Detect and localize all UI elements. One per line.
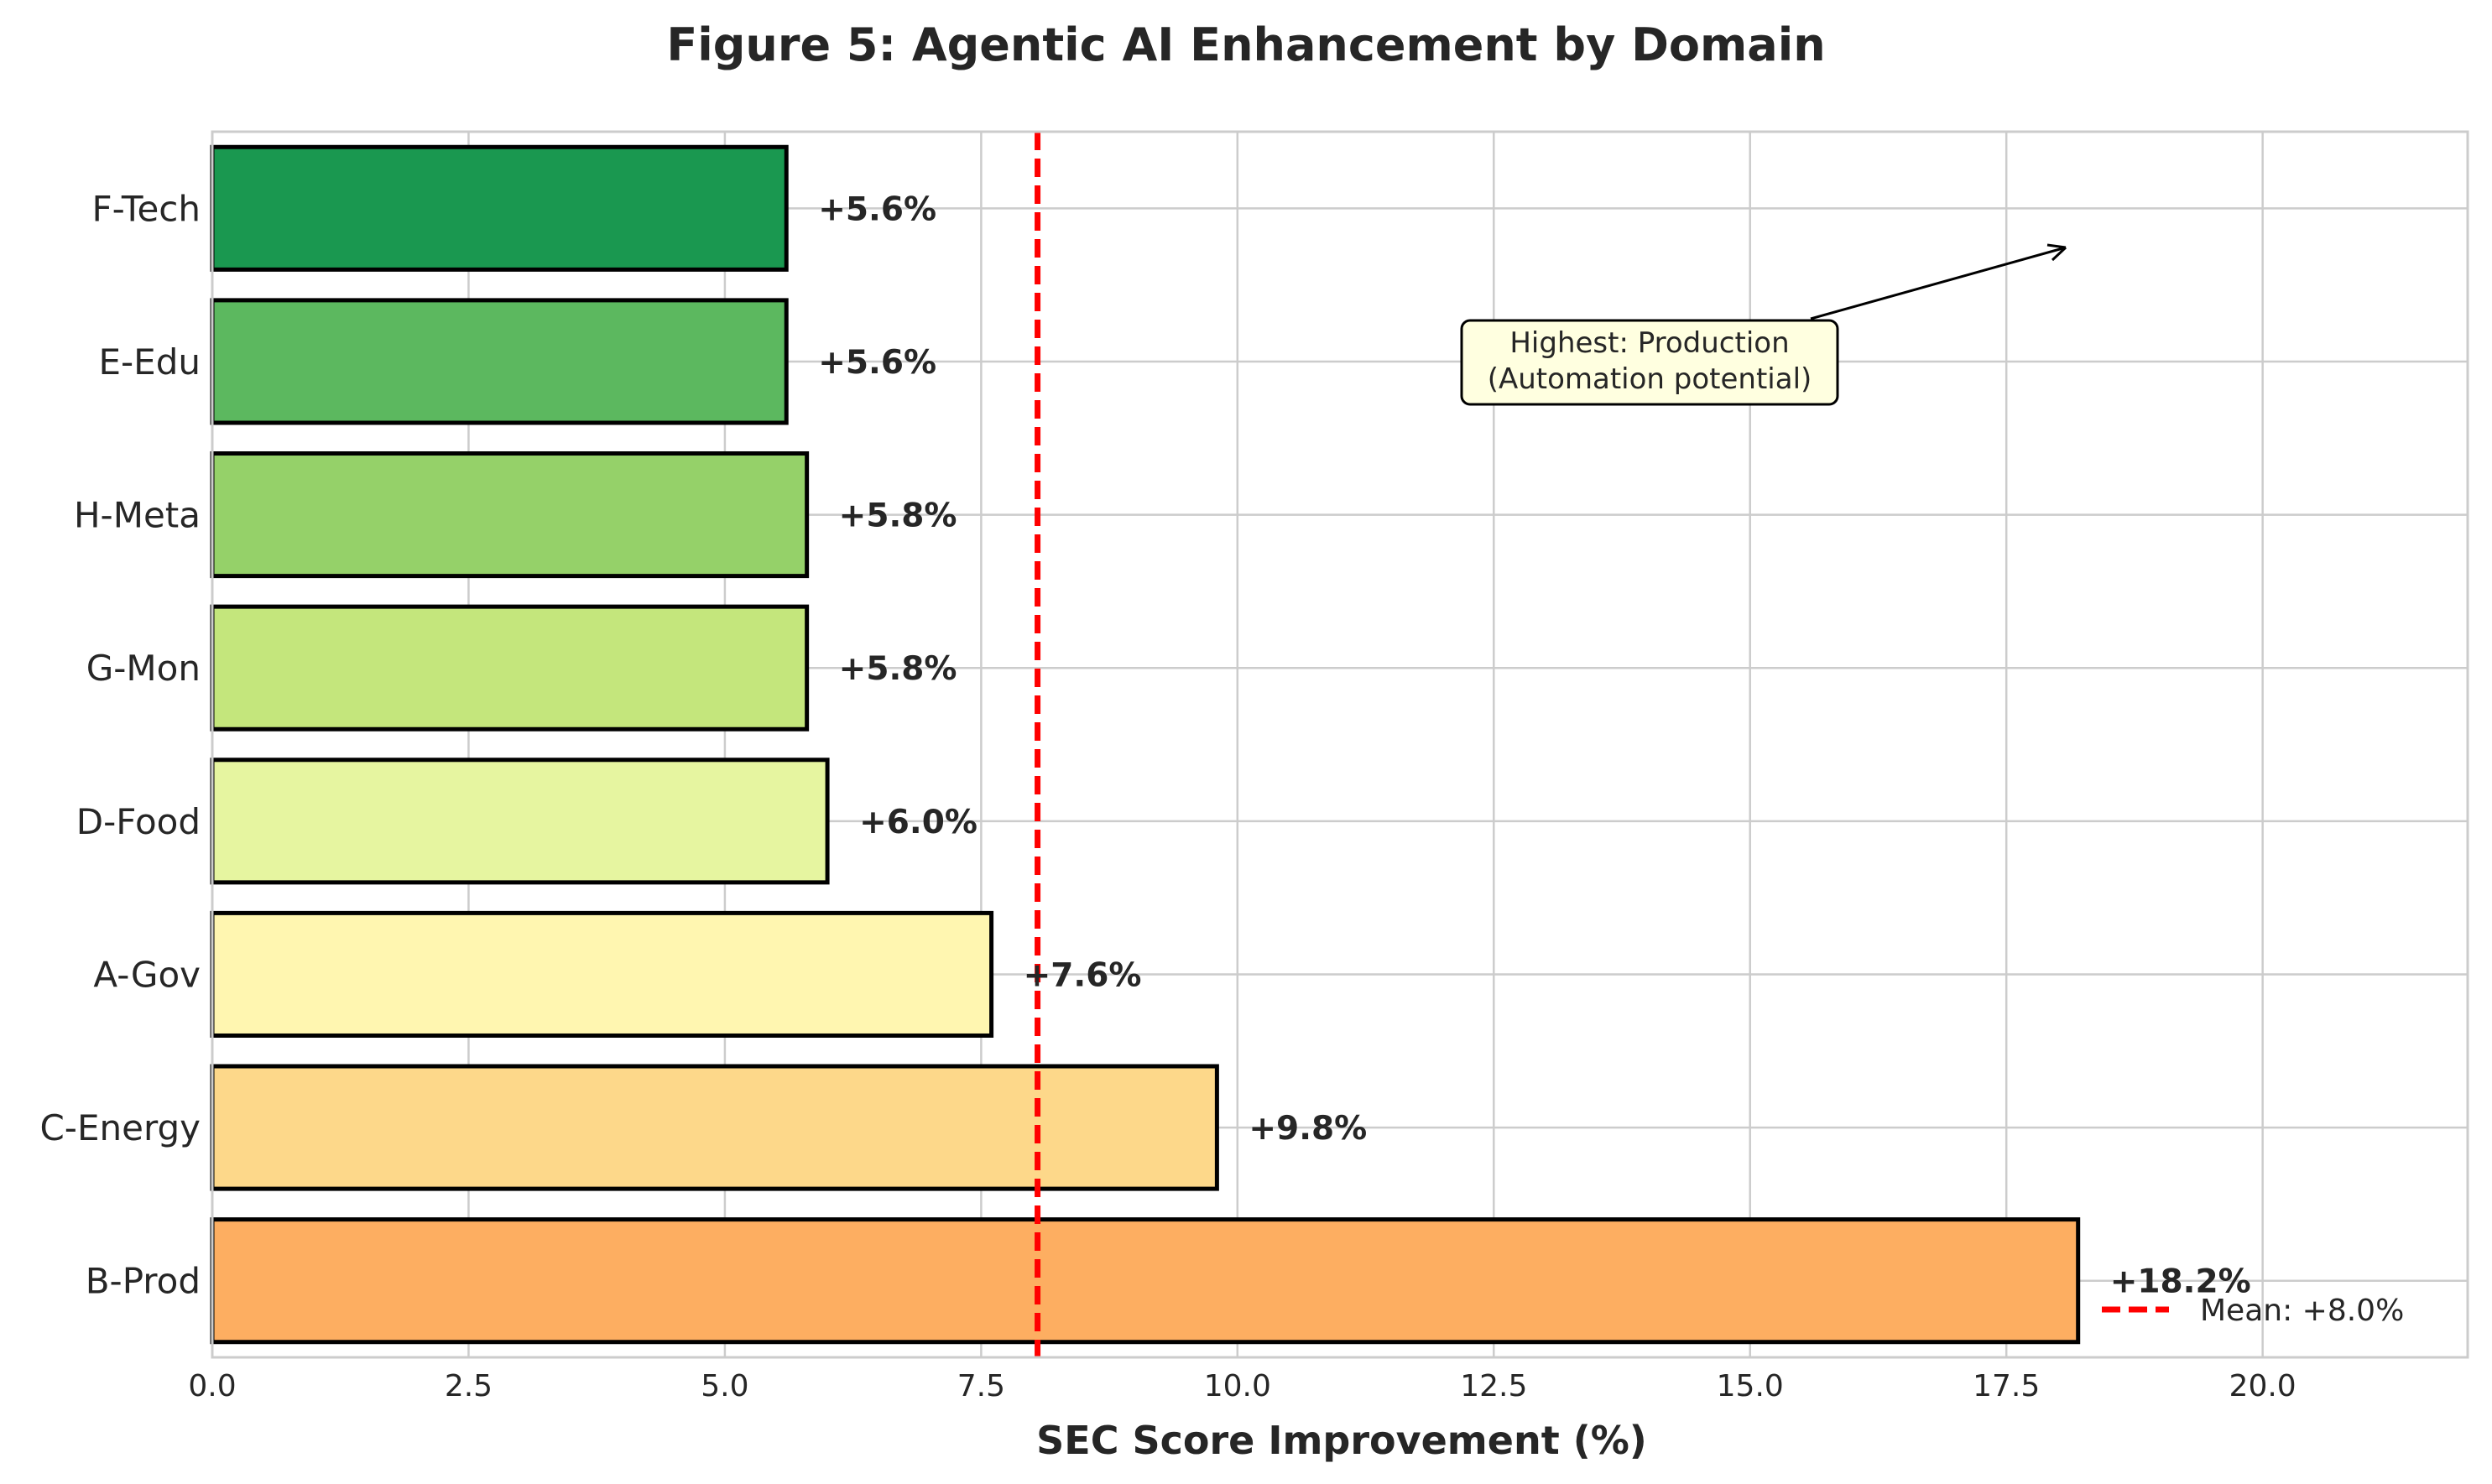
x-tick-label: 12.5 [1460, 1369, 1527, 1403]
annotation-box [1460, 319, 1839, 406]
bar-f-tech [210, 144, 789, 272]
annotation: Highest: Production (Automation potentia… [1460, 243, 2067, 406]
x-tick-label: 5.0 [701, 1369, 748, 1403]
y-tick-label: C-Energy [39, 1107, 201, 1148]
x-tick-label: 7.5 [957, 1369, 1005, 1403]
data-label: +5.6% [818, 344, 936, 382]
y-tick-label: H-Meta [74, 495, 201, 536]
x-tick-label: 2.5 [445, 1369, 493, 1403]
y-tick-label: G-Mon [86, 648, 201, 689]
annotation-arrow-line [1810, 246, 2067, 320]
bar-b-prod [210, 1217, 2081, 1345]
y-tick-label: F-Tech [91, 188, 201, 229]
axes [211, 130, 2469, 1359]
bar-c-energy [210, 1064, 1219, 1191]
plot-frame [211, 130, 2469, 1359]
y-tick-labels: B-Prod C-Energy A-Gov D-Food G-Mon H-Meta E-Ed… [39, 188, 201, 1301]
bar-a-gov [210, 910, 994, 1038]
y-tick-label: D-Food [76, 801, 201, 842]
annotation-line-2: (Automation potential) [1488, 362, 1812, 396]
x-tick-label: 10.0 [1204, 1369, 1271, 1403]
x-tick-label: 20.0 [2229, 1369, 2296, 1403]
annotation-arrow-head [2046, 243, 2067, 262]
chart-title: Figure 5: Agentic AI Enhancement by Doma… [666, 18, 1825, 71]
data-label: +5.8% [839, 497, 957, 535]
data-label: +5.8% [839, 650, 957, 688]
y-tick-label: A-Gov [93, 954, 201, 995]
bar-d-food [210, 758, 830, 885]
data-label: +6.0% [859, 804, 978, 841]
bar-e-edu [210, 298, 789, 425]
data-label: +7.6% [1024, 956, 1142, 994]
bar-g-mon [210, 604, 810, 732]
x-tick-label: 15.0 [1717, 1369, 1784, 1403]
bar-h-meta [210, 451, 810, 579]
data-labels: +18.2% +9.8% +7.6% +6.0% +5.8% +5.8% +5.6% +5.6… [818, 190, 2250, 1300]
y-tick-label: B-Prod [86, 1261, 201, 1302]
data-label: +5.6% [818, 190, 936, 228]
annotation-line-1: Highest: Production [1509, 326, 1789, 360]
bars [210, 144, 2081, 1345]
y-tick-label: E-Edu [98, 341, 201, 383]
data-label: +9.8% [1249, 1110, 1367, 1148]
legend-mean-label: Mean: +8.0% [2200, 1294, 2404, 1328]
x-axis-label: SEC Score Improvement (%) [1036, 1418, 1647, 1463]
data-label: +18.2% [2110, 1263, 2251, 1301]
legend: Mean: +8.0% [2102, 1294, 2404, 1328]
x-tick-label: 0.0 [188, 1369, 236, 1403]
x-tick-label: 17.5 [1973, 1369, 2040, 1403]
x-tick-labels: 0.0 2.5 5.0 7.5 10.0 12.5 15.0 17.5 20.0 [188, 1369, 2296, 1403]
